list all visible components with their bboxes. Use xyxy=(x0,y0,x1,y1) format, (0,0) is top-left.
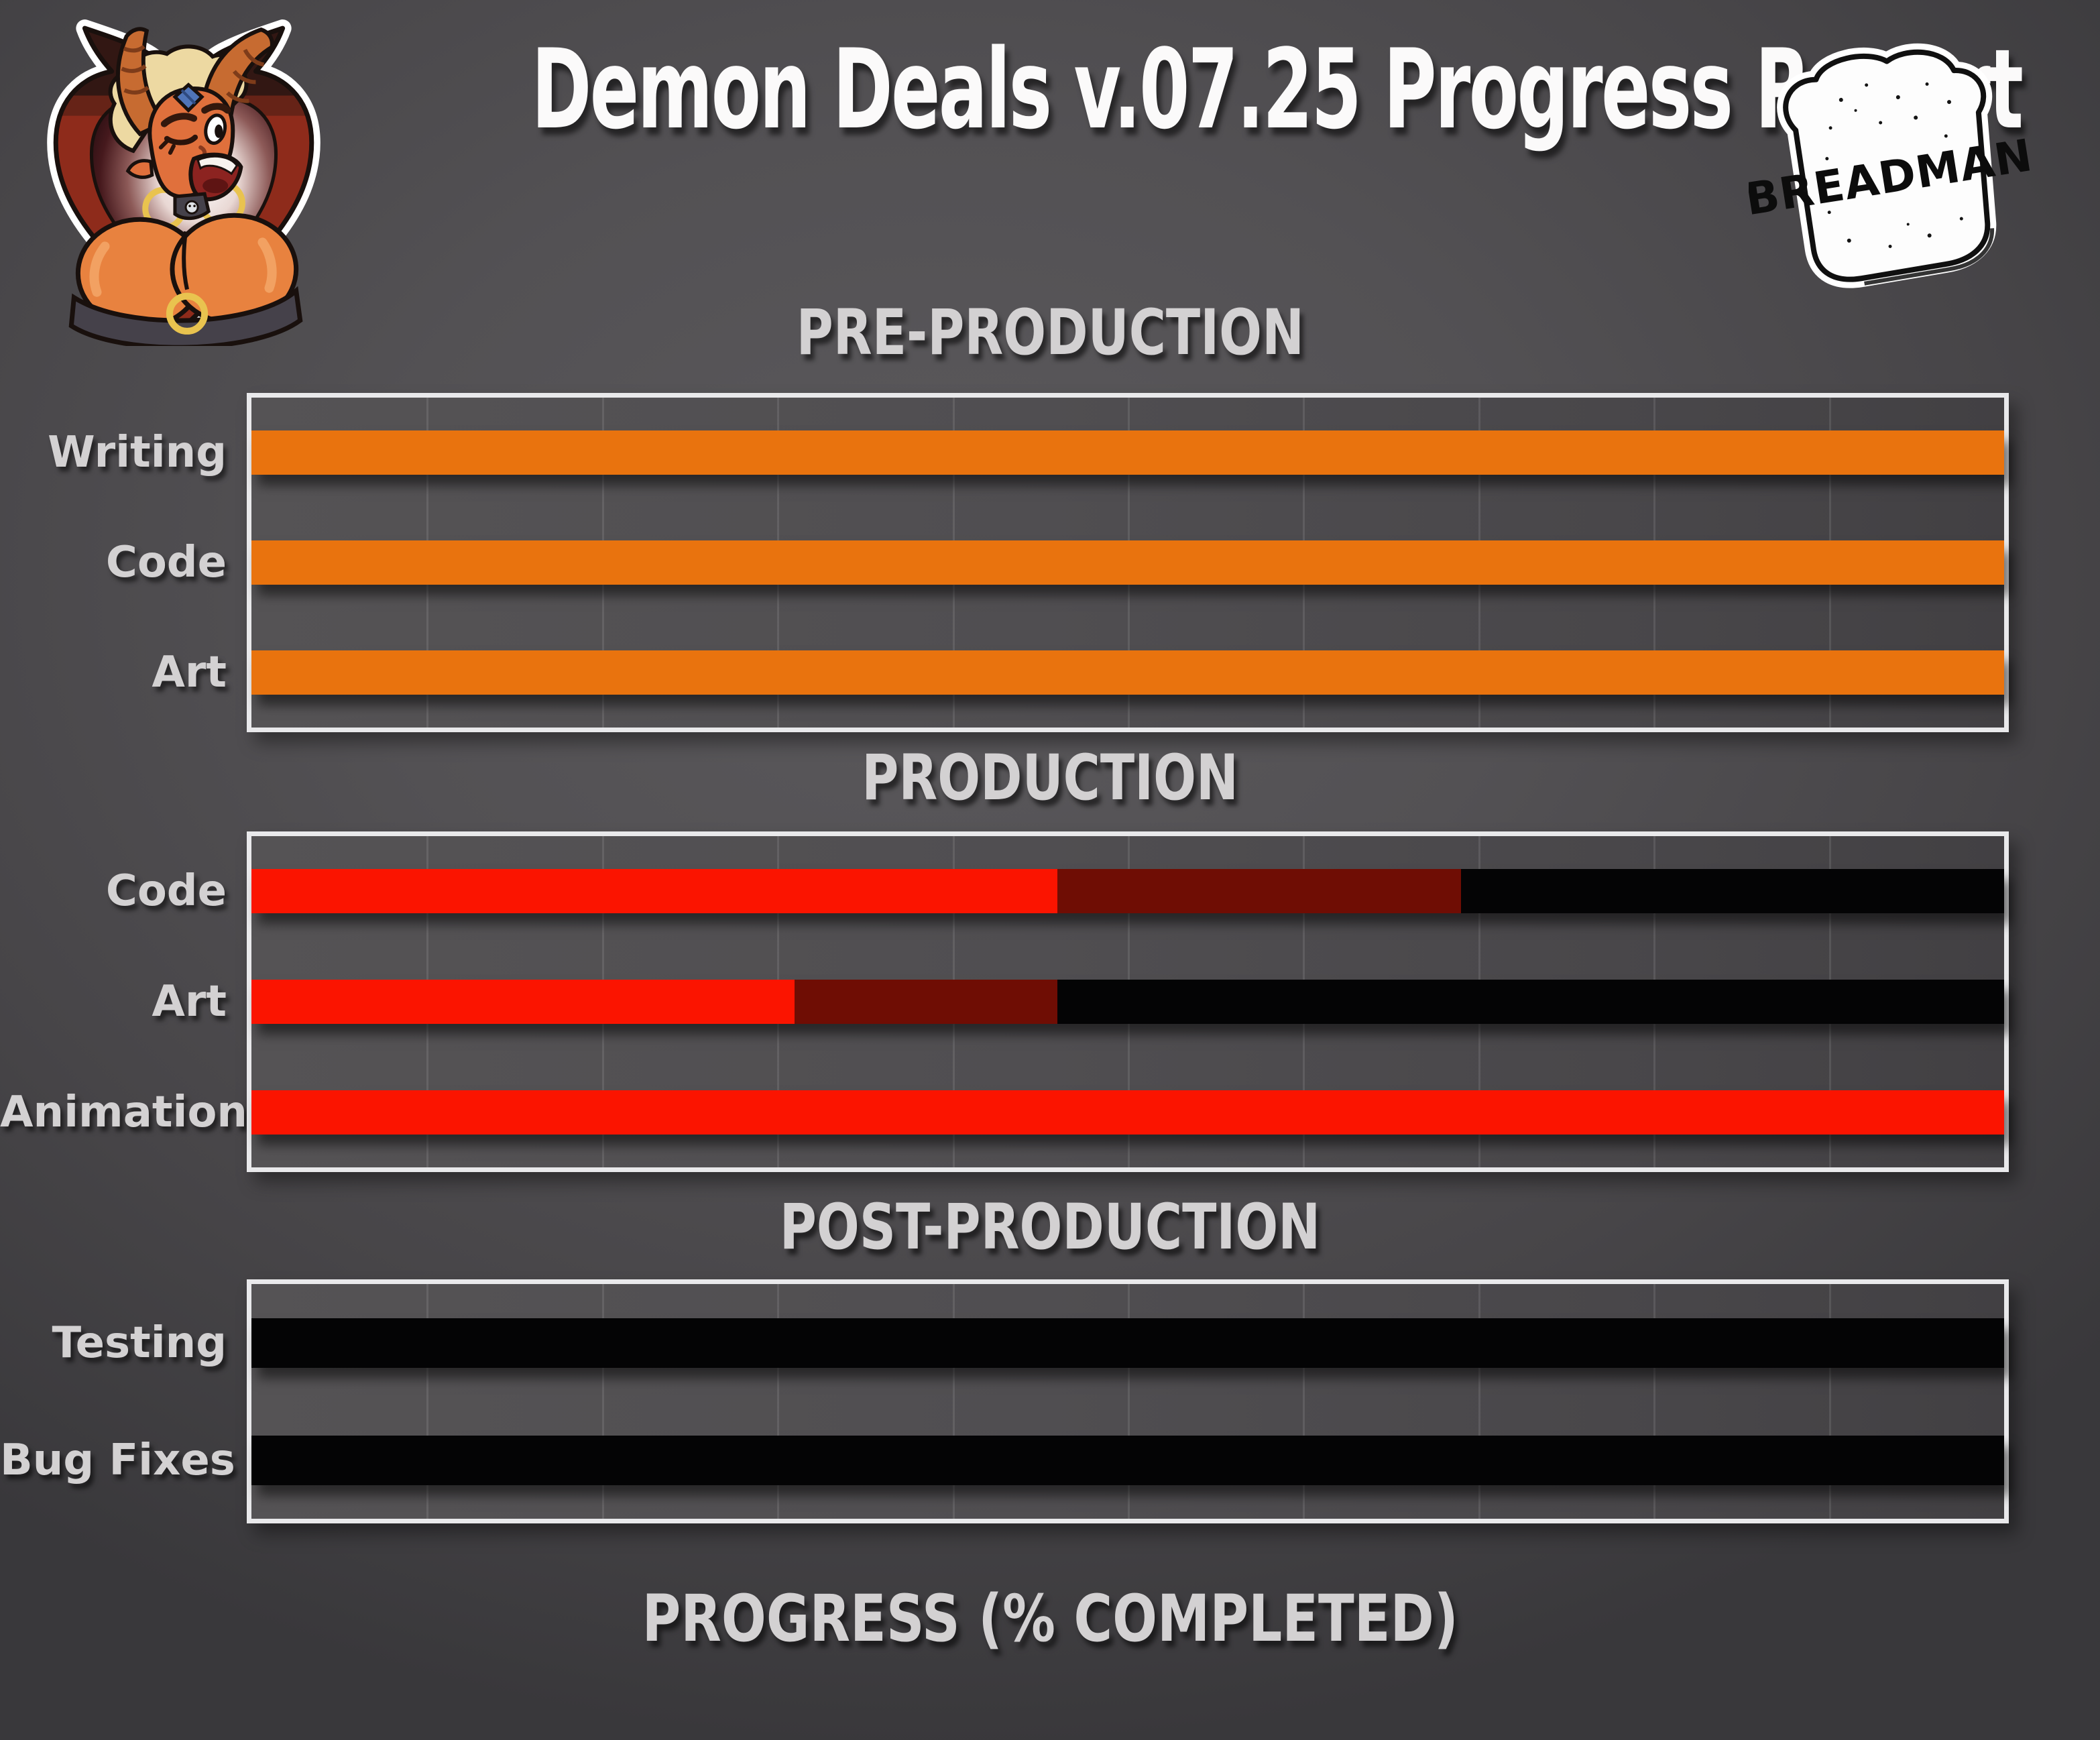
bread-crust-edge xyxy=(1864,228,1995,286)
row-label: Animation xyxy=(0,1088,247,1137)
progress-bar xyxy=(251,1436,2004,1485)
row-label: Code xyxy=(105,866,227,916)
gridline xyxy=(777,1284,780,1519)
teeth xyxy=(196,155,239,176)
section-title-text: PRE-PRODUCTION xyxy=(796,296,1304,369)
bar-segment-in-progress xyxy=(1057,869,1461,913)
gridline xyxy=(601,1284,604,1519)
x-axis-label-text: PROGRESS (% COMPLETED) xyxy=(642,1581,1458,1656)
row-label: Bug Fixes xyxy=(0,1436,235,1485)
breadman-sticker-icon: BREADMAN xyxy=(1749,43,2030,288)
right-brow xyxy=(201,103,231,114)
progress-bar xyxy=(251,980,2004,1024)
bar-segment-in-progress xyxy=(795,980,1058,1024)
progress-bar xyxy=(251,650,2004,695)
gold-ring xyxy=(166,292,209,335)
chart-frame xyxy=(247,393,2009,732)
section-title-text: PRODUCTION xyxy=(862,742,1238,815)
row-label: Art xyxy=(152,648,227,697)
gridline xyxy=(426,1284,429,1519)
bar-segment-complete xyxy=(251,869,1058,913)
page-title: Demon Deals v.07.25 Progress Report xyxy=(148,25,2079,154)
progress-bar xyxy=(251,1090,2004,1135)
gridline xyxy=(1478,1284,1480,1519)
progress-bar xyxy=(251,430,2004,475)
bar-segment-complete xyxy=(251,980,795,1024)
bar-segment-not-started xyxy=(251,1436,2004,1485)
bar-segment-complete xyxy=(251,1090,2004,1135)
wink-eye xyxy=(164,134,198,146)
ear xyxy=(125,159,154,179)
gridline xyxy=(1128,1284,1130,1519)
bar-segment-complete xyxy=(251,540,2004,585)
gridline xyxy=(1653,1284,1656,1519)
left-brow xyxy=(160,113,198,127)
section-title: POST-PRODUCTION xyxy=(0,1191,2100,1264)
progress-bar xyxy=(251,540,2004,585)
bar-segment-not-started xyxy=(251,1318,2004,1368)
chart-frame xyxy=(247,1279,2009,1523)
demon-girl xyxy=(68,27,303,346)
left-horn xyxy=(115,27,168,137)
progress-bar xyxy=(251,1318,2004,1368)
gridline xyxy=(1303,1284,1305,1519)
gridline xyxy=(1828,1284,1831,1519)
bar-segment-not-started xyxy=(1460,869,2004,913)
tongue xyxy=(202,178,229,194)
row-label: Code xyxy=(105,538,227,587)
row-label: Writing xyxy=(48,428,227,477)
demon-heart-sticker-icon xyxy=(47,19,320,346)
tube-top xyxy=(68,286,303,346)
x-axis-label: PROGRESS (% COMPLETED) xyxy=(0,1581,2100,1656)
page-title-text: Demon Deals v.07.25 Progress Report xyxy=(531,25,2024,154)
bar-segment-complete xyxy=(251,650,2004,695)
bread-speckles xyxy=(1825,82,1971,248)
row-label: Testing xyxy=(52,1318,227,1368)
section-title: PRODUCTION xyxy=(0,742,2100,815)
section-title-text: POST-PRODUCTION xyxy=(779,1191,1321,1264)
progress-bar xyxy=(251,869,2004,913)
bar-segment-complete xyxy=(251,430,2004,475)
section-title: PRE-PRODUCTION xyxy=(0,296,2100,369)
chart-frame xyxy=(247,831,2009,1172)
bar-segment-not-started xyxy=(1057,980,2004,1024)
row-label: Art xyxy=(152,977,227,1027)
gridline xyxy=(952,1284,955,1519)
skull-emblem xyxy=(184,200,199,215)
